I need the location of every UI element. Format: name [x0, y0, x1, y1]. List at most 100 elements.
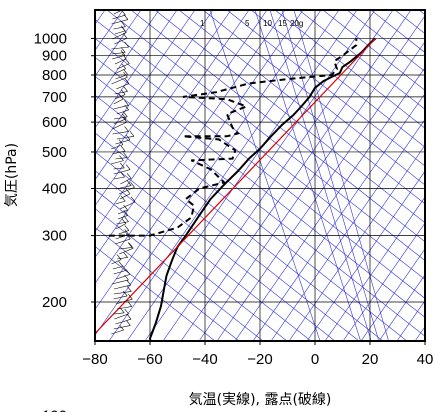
adiabat-line: [95, 151, 336, 341]
wind-barb-flag: [122, 33, 128, 39]
wind-barb: [115, 234, 129, 240]
wind-barb-flag: [124, 41, 129, 48]
adiabat-line: [95, 189, 288, 341]
wind-barb: [111, 19, 128, 25]
wind-barb-flag: [126, 233, 131, 240]
adiabat-line: [298, 10, 425, 110]
skew-line: [95, 10, 250, 233]
wind-barb-flag: [120, 145, 126, 152]
wind-barb: [111, 279, 129, 285]
wind-barb: [112, 266, 123, 270]
adiabat-line: [95, 246, 216, 341]
wind-barb-flag: [124, 126, 129, 132]
skew-line: [95, 10, 160, 103]
wind-barb-flag: [120, 89, 126, 95]
mixing-ratio-line: [209, 10, 321, 341]
adiabat-line: [95, 170, 312, 341]
wind-barb-flag: [123, 111, 128, 117]
wind-barb: [119, 247, 133, 250]
mixing-ratio-label: 10: [263, 19, 272, 28]
wind-barb: [114, 58, 127, 65]
wind-barb: [113, 295, 128, 300]
wind-barb: [112, 55, 126, 60]
wind-barb-flag: [125, 188, 131, 194]
wind-barb-flag: [123, 71, 128, 78]
wind-barb: [110, 160, 124, 165]
wind-barb-flag: [123, 69, 128, 75]
wind-barb-flag: [122, 290, 128, 297]
wind-barb-flag: [124, 308, 129, 315]
wind-barb-flag: [119, 307, 125, 314]
skew-line: [324, 196, 425, 341]
adiabat-line: [154, 10, 425, 224]
wind-barb: [113, 167, 125, 170]
skew-line: [95, 10, 268, 259]
wind-barb-flag: [130, 196, 136, 203]
wind-barb: [114, 94, 126, 100]
wind-barb: [119, 193, 131, 200]
skew-line: [162, 10, 394, 341]
mixing-ratio-label: 1: [200, 19, 205, 28]
wind-barb-flag: [124, 274, 129, 281]
x-tick-label: −40: [192, 351, 217, 368]
adiabat-line: [95, 113, 384, 341]
y-tick-label: 200: [42, 294, 67, 311]
skew-line: [108, 10, 340, 341]
adiabat-line: [250, 10, 425, 148]
x-tick-label: −60: [137, 351, 162, 368]
wind-barb: [115, 298, 133, 305]
wind-barb-flag: [123, 210, 129, 216]
skew-line: [198, 15, 425, 341]
wind-barb: [114, 91, 128, 95]
skew-line: [378, 274, 425, 341]
wind-barb: [112, 32, 127, 40]
wind-barb: [116, 63, 130, 70]
wind-barb-flag: [128, 293, 133, 300]
wind-barb-flag: [127, 301, 133, 307]
skew-line: [180, 10, 412, 341]
wind-barb-flag: [118, 139, 124, 145]
wind-barb-flag: [119, 155, 124, 161]
y-tick-label: 400: [42, 180, 67, 197]
x-tick-label: 20: [362, 351, 379, 368]
skew-line: [252, 92, 425, 341]
mixing-ratio-line: [254, 10, 361, 341]
wind-barb: [117, 209, 128, 215]
wind-barb-flag: [125, 164, 131, 170]
wind-barb: [116, 136, 135, 140]
skew-line: [270, 118, 425, 341]
wind-barb-flag: [122, 116, 128, 123]
wind-barb-flag: [130, 182, 135, 188]
wind-barb: [113, 325, 131, 330]
adiabat-line: [95, 19, 425, 280]
skew-line: [95, 10, 232, 207]
wind-barb: [113, 312, 125, 315]
wind-barb-flag: [120, 171, 125, 178]
wind-barb: [120, 178, 132, 185]
adiabat-line: [178, 10, 425, 205]
x-tick-label: −80: [82, 351, 107, 368]
mixing-ratio-line: [269, 10, 372, 341]
skew-line: [95, 10, 178, 129]
x-tick-label: 0: [311, 351, 319, 368]
wind-barb: [113, 26, 126, 30]
wind-barb-flag: [118, 93, 124, 100]
mixing-ratio-line: [281, 10, 380, 341]
wind-barb: [115, 139, 131, 145]
skew-line: [234, 67, 425, 341]
wind-barb-flag: [127, 242, 133, 248]
y-tick-label: 1000: [34, 30, 67, 47]
wind-barb-flag: [124, 100, 129, 106]
skew-line: [95, 10, 196, 155]
wind-barb-flag: [121, 195, 126, 202]
skew-line: [288, 144, 425, 341]
wind-barb: [111, 76, 128, 85]
wind-barb-flag: [123, 204, 128, 211]
dewpoint-line: [108, 38, 358, 237]
wind-barb-flag: [121, 218, 126, 224]
wind-barb-flag: [121, 265, 127, 271]
wind-barb: [114, 238, 131, 245]
y-tick-label: 600: [42, 114, 67, 131]
wind-barb-flag: [122, 27, 127, 33]
wind-barb-flag: [121, 53, 127, 60]
